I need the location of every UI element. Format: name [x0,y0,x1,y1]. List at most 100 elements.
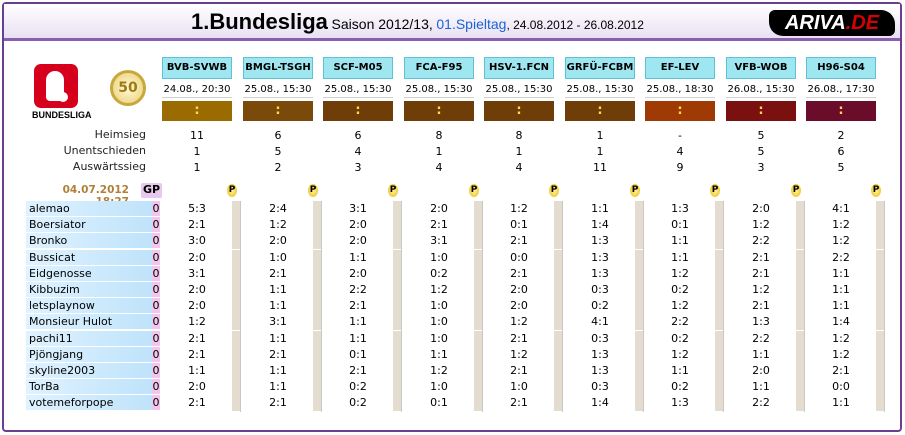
player-name[interactable]: votemeforpope [26,395,152,411]
home-win-count: 2 [837,129,845,142]
ariva-logo[interactable]: ARIVA.DE [769,10,895,36]
points-cell [876,250,884,266]
player-name[interactable]: skyline2003 [26,363,152,379]
tip-cell: 1:1 [188,364,206,377]
points-cell [554,331,562,347]
points-cell [474,395,482,411]
points-icon[interactable]: P [308,184,318,197]
tip-cell: 0:3 [591,283,609,296]
player-name[interactable]: Pjöngjang [26,347,152,363]
points-cell [796,379,804,395]
match-time: 26.08., 17:30 [806,82,876,98]
matchday-link[interactable]: 01.Spieltag [436,16,507,32]
points-cell [313,266,321,282]
tip-cell: 2:2 [349,283,367,296]
table-row[interactable]: pachi11 0 2:1 1:1 1:1 1:0 2:1 0:3 0:2 2:2 1:2 [26,331,886,347]
match-header[interactable]: VFB-WOB [726,57,796,79]
player-name[interactable]: pachi11 [26,331,152,347]
points-icon[interactable]: P [227,184,237,197]
away-win-count: 3 [757,161,765,174]
match-header[interactable]: SCF-M05 [323,57,393,79]
match-header[interactable]: EF-LEV [645,57,715,79]
tip-cell: 5:3 [188,202,206,215]
match-time: 26.08., 15:30 [726,82,796,98]
match-header[interactable]: BMGL-TSGH [243,57,313,79]
match-header[interactable]: H96-S04 [806,57,876,79]
match-header[interactable]: HSV-1.FCN [484,57,554,79]
match-result: : [645,101,715,121]
match-result: : [243,101,313,121]
points-icon[interactable]: P [630,184,640,197]
player-name[interactable]: Eidgenosse [26,266,152,282]
points-cell [313,282,321,298]
tip-cell: 1:2 [671,267,689,280]
points-cell [393,395,401,411]
points-icon[interactable]: P [710,184,720,197]
bundesliga-logo-icon [34,64,78,108]
tip-cell: 1:3 [591,364,609,377]
player-name[interactable]: TorBa [26,379,152,395]
tip-cell: 1:1 [349,332,367,345]
points-icon[interactable]: P [791,184,801,197]
points-icon[interactable]: P [871,184,881,197]
column-divider [884,201,885,412]
player-name[interactable]: Kibbuzim [26,282,152,298]
tip-cell: 1:2 [188,315,206,328]
tip-cell: 1:2 [510,202,528,215]
points-cell [715,250,723,266]
table-row[interactable]: Kibbuzim 0 2:0 1:1 2:2 1:2 2:0 0:3 0:2 1:2 1:1 [26,282,886,298]
player-gp: 0 [152,250,160,266]
match-header[interactable]: GRFÜ-FCBM [565,57,635,79]
home-win-count: 6 [274,129,282,142]
points-cell [554,282,562,298]
tip-cell: 2:1 [510,267,528,280]
tip-cell: 2:1 [269,396,287,409]
match-header[interactable]: FCA-F95 [404,57,474,79]
match-header[interactable]: BVB-SVWB [162,57,232,79]
tip-cell: 2:0 [349,267,367,280]
table-row[interactable]: Bronko 0 3:0 2:0 2:0 3:1 2:1 1:3 1:1 2:2 1:2 [26,233,886,249]
tip-cell: 1:1 [591,202,609,215]
points-cell [715,331,723,347]
table-row[interactable]: Bussicat 0 2:0 1:0 1:1 1:0 0:0 1:3 1:1 2:1 2:2 [26,250,886,266]
table-row[interactable]: skyline2003 0 1:1 1:1 2:1 1:2 2:1 1:3 1:1 2:0 2:1 [26,363,886,379]
player-name[interactable]: Bussicat [26,250,152,266]
table-row[interactable]: TorBa 0 2:0 1:1 0:2 1:0 1:0 0:3 0:2 1:1 0:0 [26,379,886,395]
player-name[interactable]: Bronko [26,233,152,249]
table-row[interactable]: alemao 0 5:3 2:4 3:1 2:0 1:2 1:1 1:3 2:0 4:1 [26,201,886,217]
points-cell [554,347,562,363]
player-gp: 0 [152,233,160,249]
home-win-count: - [678,129,682,142]
points-icon[interactable]: P [469,184,479,197]
points-cell [635,250,643,266]
tip-cell: 1:0 [269,251,287,264]
tip-cell: 2:0 [188,283,206,296]
points-cell [313,347,321,363]
points-cell [635,266,643,282]
points-cell [554,298,562,314]
points-cell [393,282,401,298]
table-row[interactable]: letsplaynow 0 2:0 1:1 2:1 1:0 2:0 0:2 1:2 2:1 1:1 [26,298,886,314]
points-cell [474,217,482,233]
table-row[interactable]: votemeforpope 0 2:1 2:1 0:2 0:1 2:1 1:4 1:3 2:2 1:… [26,395,886,411]
player-name[interactable]: Monsieur Hulot [26,314,152,330]
points-cell [796,201,804,217]
player-name[interactable]: alemao [26,201,152,217]
tip-cell: 2:1 [188,348,206,361]
player-gp: 0 [152,282,160,298]
points-cell [876,347,884,363]
points-icon[interactable]: P [549,184,559,197]
player-name[interactable]: letsplaynow [26,298,152,314]
table-row[interactable]: Boersiator 0 2:1 1:2 2:0 2:1 0:1 1:4 0:1 1:2 1:2 [26,217,886,233]
tip-cell: 1:1 [832,283,850,296]
player-name[interactable]: Boersiator [26,217,152,233]
tip-cell: 1:3 [591,251,609,264]
points-icon[interactable]: P [388,184,398,197]
points-cell [474,233,482,249]
table-row[interactable]: Pjöngjang 0 2:1 2:1 0:1 1:1 1:2 1:3 1:2 1:1 1:2 [26,347,886,363]
table-row[interactable]: Monsieur Hulot 0 1:2 3:1 1:1 1:0 1:2 4:1 2:2 1:3 1… [26,314,886,330]
points-cell [796,217,804,233]
points-cell [313,298,321,314]
table-row[interactable]: Eidgenosse 0 3:1 2:1 2:0 0:2 2:1 1:3 1:2 2:1 1:1 [26,266,886,282]
